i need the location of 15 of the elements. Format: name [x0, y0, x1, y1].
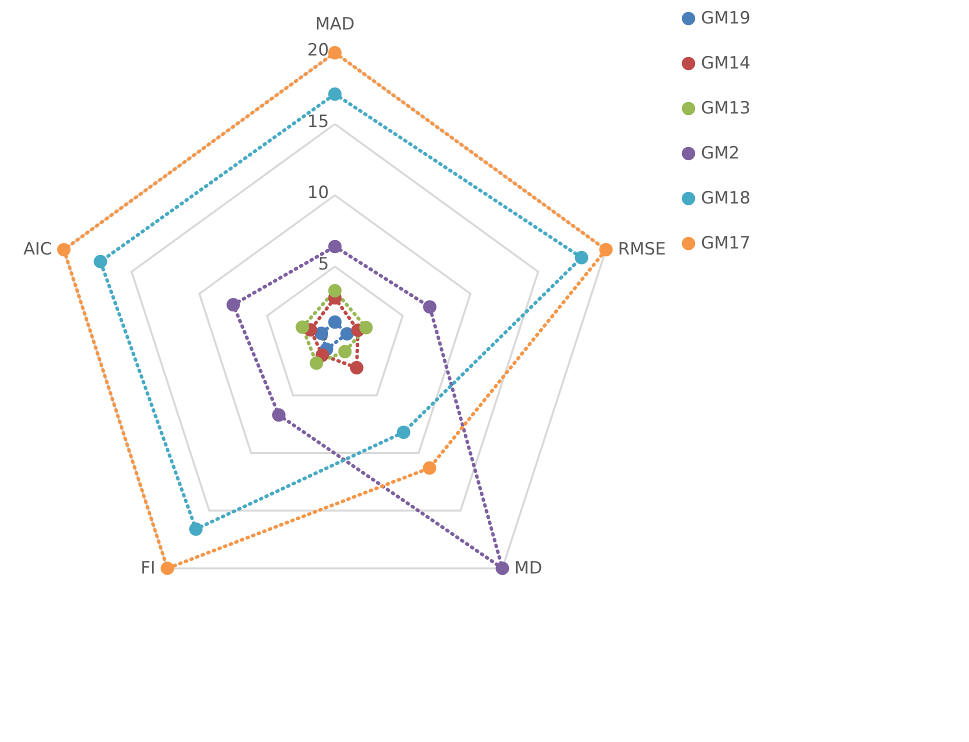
legend-label: GM2: [700, 144, 740, 164]
legend-label: GM19: [700, 8, 750, 28]
legend-label: GM14: [700, 54, 750, 74]
y-tick-label: 20: [307, 40, 329, 61]
spoke-label: AIC: [23, 240, 52, 260]
y-tick-label: 15: [307, 112, 329, 132]
spoke-label: RMSE: [618, 240, 666, 260]
spoke-label: FI: [140, 558, 156, 578]
spoke-label: MD: [514, 558, 542, 578]
y-tick-label: 10: [307, 183, 329, 204]
legend-label: GM13: [700, 98, 750, 118]
legend-label: GM17: [700, 234, 750, 254]
spoke-label: MAD: [315, 14, 355, 35]
legend-label: GM18: [700, 188, 750, 208]
y-tick-label: 5: [318, 254, 329, 274]
